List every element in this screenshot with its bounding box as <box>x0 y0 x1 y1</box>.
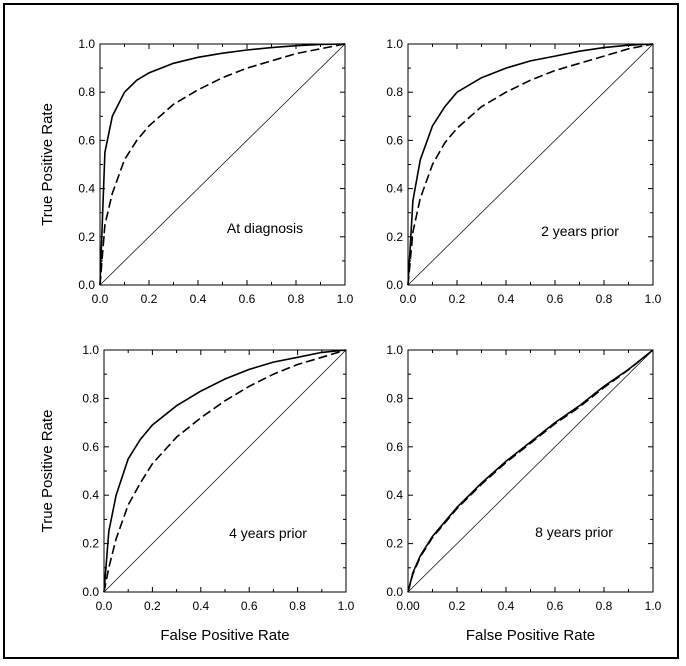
panel-1-y-tick-label: 0.0 <box>78 278 95 292</box>
panel-1-y-tick-label: 0.8 <box>78 85 95 99</box>
panel-1-reference-line <box>99 43 346 286</box>
panel-2-reference-line <box>407 43 654 286</box>
panel-1-y-tick-label: 0.6 <box>78 133 95 147</box>
panel-3-y-tick-label: 0.8 <box>82 391 99 405</box>
panel-3-x-tick-label: 1.0 <box>338 599 355 613</box>
panel-3-x-tick-label: 0.0 <box>96 599 113 613</box>
panel-1-y-tick-label: 0.2 <box>78 230 95 244</box>
y-axis-title: True Positive Rate <box>39 103 56 226</box>
panel-4-y-tick-label: 0.0 <box>386 585 403 599</box>
panel-2-x-tick-label: 1.0 <box>645 292 662 306</box>
panel-4-y-tick-label: 0.8 <box>386 391 403 405</box>
y-axis-title: True Positive Rate <box>39 410 56 533</box>
panel-4-x-tick-label: 0.4 <box>498 599 515 613</box>
panel-4-x-tick-label: 1.0 <box>645 599 662 613</box>
panel-1-x-tick-label: 0.0 <box>92 292 109 306</box>
panel-1-x-tick-label: 0.2 <box>141 292 158 306</box>
panel-3-x-tick-label: 0.2 <box>144 599 161 613</box>
panel-4-x-tick-label: 0.8 <box>596 599 613 613</box>
panel-4-y-tick-label: 0.6 <box>386 440 403 454</box>
panel-4-x-tick-label: 0.2 <box>449 599 466 613</box>
panel-3-x-tick-label: 0.4 <box>192 599 209 613</box>
panel-1-x-tick-label: 0.4 <box>190 292 207 306</box>
panel-4-series-dashed <box>407 349 654 593</box>
panel-2-x-tick-label: 0.0 <box>400 292 417 306</box>
panel-2-series-solid <box>407 43 654 286</box>
panel-2-y-tick-label: 0.8 <box>386 85 403 99</box>
x-axis-title: False Positive Rate <box>160 627 289 644</box>
panel-1-y-tick-label: 1.0 <box>78 37 95 51</box>
panel-2-y-tick-label: 0.6 <box>386 133 403 147</box>
panel-3-x-tick-label: 0.6 <box>241 599 258 613</box>
panel-4-y-tick-label: 1.0 <box>386 343 403 357</box>
figure-frame <box>3 3 679 659</box>
panel-3-y-tick-label: 0.6 <box>82 440 99 454</box>
panel-3-series-solid <box>103 349 347 593</box>
panel-1-x-tick-label: 0.8 <box>288 292 305 306</box>
panel-1-label: At diagnosis <box>227 220 303 236</box>
panel-1-series-solid <box>99 43 346 286</box>
panel-4-reference-line <box>407 349 654 593</box>
panel-4-y-tick-label: 0.2 <box>386 537 403 551</box>
panel-3-x-tick-label: 0.8 <box>289 599 306 613</box>
panel-1-y-tick-label: 0.4 <box>78 182 95 196</box>
panel-1-x-tick-label: 1.0 <box>337 292 354 306</box>
panel-4-x-tick-label: 0.6 <box>547 599 564 613</box>
panel-2-y-tick-label: 0.2 <box>386 230 403 244</box>
panel-2-y-tick-label: 0.0 <box>386 278 403 292</box>
panel-3-series-dashed <box>103 349 347 593</box>
panel-3-label: 4 years prior <box>229 525 307 541</box>
panel-4-y-tick-label: 0.4 <box>386 488 403 502</box>
panel-1-x-tick-label: 0.6 <box>239 292 256 306</box>
panel-2-label: 2 years prior <box>541 223 619 239</box>
panel-2-y-tick-label: 1.0 <box>386 37 403 51</box>
panel-2-y-tick-label: 0.4 <box>386 182 403 196</box>
panel-2-x-tick-label: 0.4 <box>498 292 515 306</box>
panel-3-y-tick-label: 1.0 <box>82 343 99 357</box>
panel-2-x-tick-label: 0.6 <box>547 292 564 306</box>
panel-2-x-tick-label: 0.2 <box>449 292 466 306</box>
panel-3-y-tick-label: 0.0 <box>82 585 99 599</box>
panel-3-reference-line <box>103 349 347 593</box>
panel-2-x-tick-label: 0.8 <box>596 292 613 306</box>
panel-1-series-dashed <box>99 43 346 286</box>
x-axis-title: False Positive Rate <box>466 627 595 644</box>
panel-3-y-tick-label: 0.2 <box>82 537 99 551</box>
panel-4-x-tick-label: 0.00 <box>396 599 420 613</box>
panel-3-y-tick-label: 0.4 <box>82 488 99 502</box>
panel-2-series-dashed <box>407 43 654 286</box>
panel-4-label: 8 years prior <box>535 524 613 540</box>
